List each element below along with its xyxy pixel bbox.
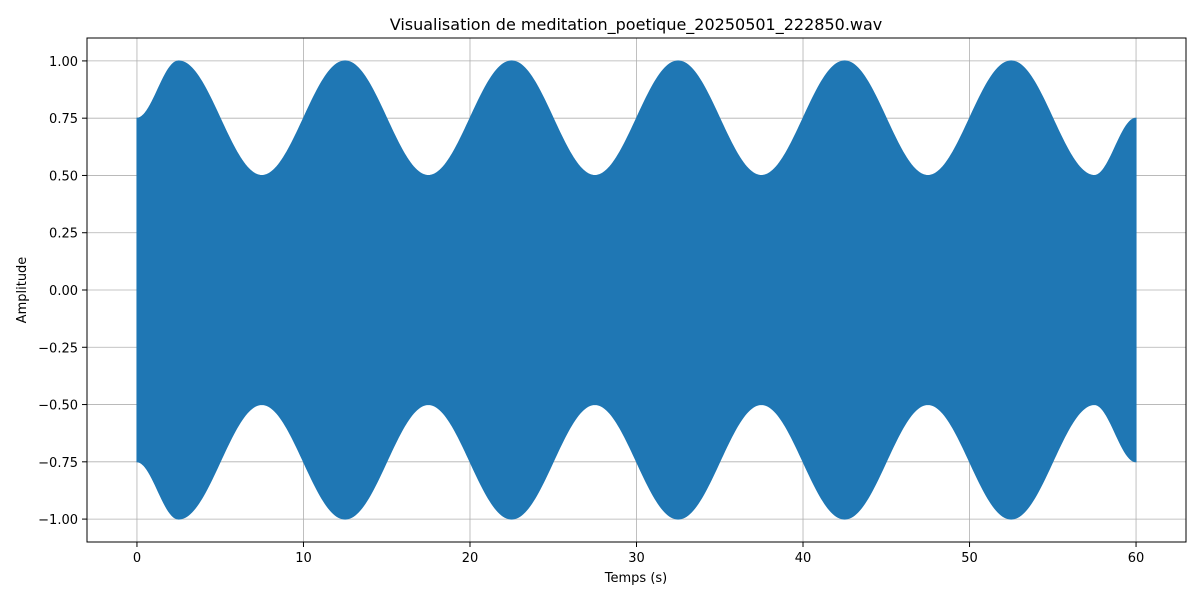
- y-tick-label: 0.25: [49, 227, 78, 242]
- y-tick-label: 1.00: [49, 55, 78, 70]
- y-tick-label: 0.50: [49, 169, 78, 184]
- y-axis-ticks: 1.00 0.75 0.50 0.25 0.00 −0.25 −0.50 −0.75 −1.00: [38, 55, 87, 528]
- x-axis-ticks: 0 10 20 30 40 50 60: [133, 542, 1145, 566]
- y-tick-label: −1.00: [38, 513, 78, 528]
- x-tick-label: 10: [295, 551, 312, 566]
- x-tick-label: 50: [961, 551, 978, 566]
- x-axis-label: Temps (s): [604, 571, 667, 586]
- x-tick-label: 60: [1128, 551, 1145, 566]
- y-tick-label: 0.75: [49, 112, 78, 127]
- x-tick-label: 30: [628, 551, 645, 566]
- y-tick-label: −0.75: [38, 456, 78, 471]
- y-tick-label: −0.25: [38, 341, 78, 356]
- x-tick-label: 20: [462, 551, 479, 566]
- y-tick-label: −0.50: [38, 399, 78, 414]
- x-tick-label: 40: [795, 551, 812, 566]
- waveform-area: [136, 60, 1137, 520]
- y-tick-label: 0.00: [49, 284, 78, 299]
- x-tick-label: 0: [133, 551, 141, 566]
- chart-title: Visualisation de meditation_poetique_202…: [390, 15, 883, 35]
- plot-data: [136, 60, 1137, 520]
- y-axis-label: Amplitude: [15, 257, 30, 324]
